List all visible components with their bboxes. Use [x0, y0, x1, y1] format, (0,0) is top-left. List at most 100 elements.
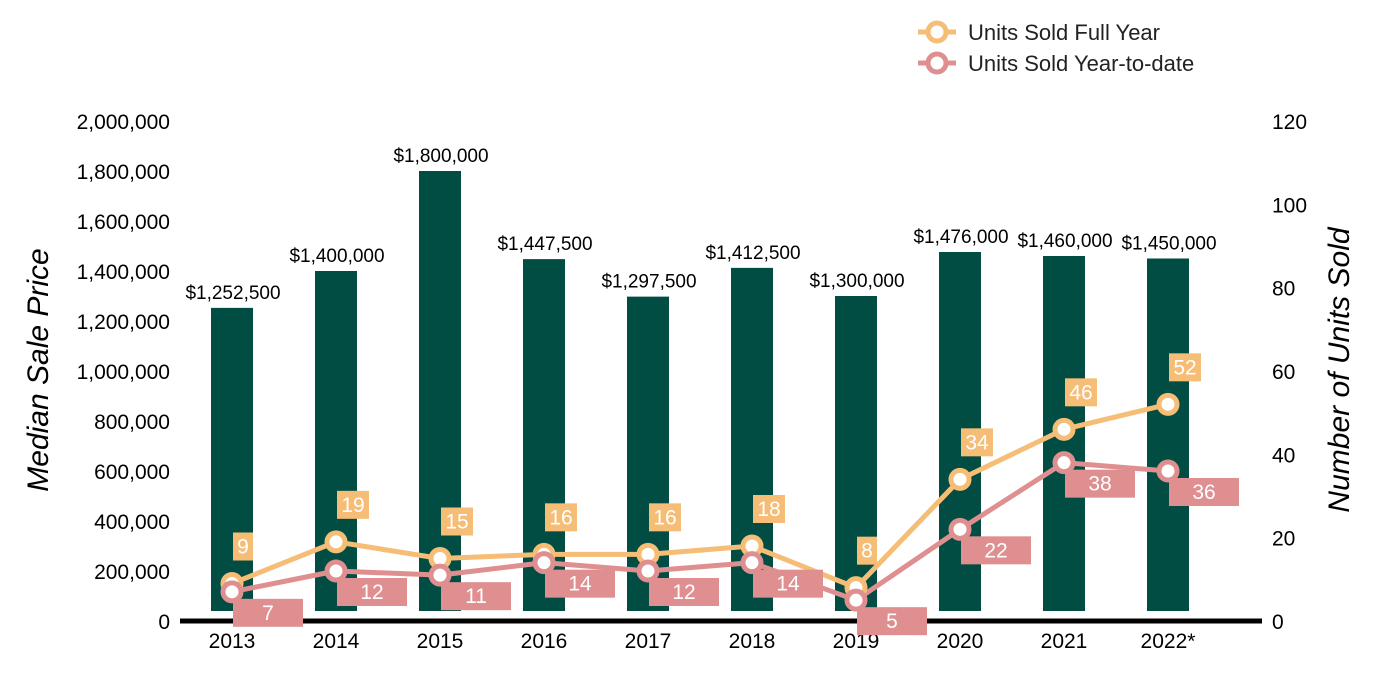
full-year-label-box — [753, 495, 785, 523]
x-tick-label: 2017 — [625, 630, 672, 653]
y2-tick-label: 80 — [1272, 278, 1295, 301]
legend: Units Sold Full Year Units Sold Year-to-… — [918, 20, 1194, 76]
right-axis-ticks: 0 20 40 60 80 100 120 — [1272, 111, 1307, 634]
y-tick-label: 1,800,000 — [77, 161, 170, 184]
full-year-point — [948, 467, 972, 491]
ytd-label-box — [1065, 469, 1135, 498]
ytd-point — [1156, 459, 1180, 483]
full-year-value-label: 34 — [965, 431, 989, 454]
x-tick-label: 2022* — [1141, 630, 1196, 653]
full-year-value-label: 8 — [861, 540, 873, 563]
x-tick-label: 2019 — [833, 630, 880, 653]
unit-point-labels: 9 19 15 16 16 18 8 34 46 52 7 12 11 14 12 14 5 22 38 36 — [233, 353, 1239, 636]
x-axis-ticks: 2013 2014 2015 2016 2017 2018 2019 2020 2021 2022… — [209, 630, 1196, 653]
price-bar — [419, 171, 461, 611]
price-bar-label: $1,252,500 — [185, 283, 280, 304]
ytd-point — [428, 563, 452, 587]
full-year-label-box — [1169, 353, 1201, 382]
ytd-label-box — [857, 607, 927, 636]
legend-item-full-year: Units Sold Full Year — [918, 20, 1160, 45]
ytd-value-label: 36 — [1192, 481, 1215, 504]
full-year-value-label: 46 — [1069, 381, 1092, 404]
full-year-value-label: 52 — [1173, 356, 1196, 379]
ytd-value-label: 7 — [262, 602, 274, 625]
price-bar-label: $1,400,000 — [289, 246, 384, 267]
ytd-point — [740, 551, 764, 575]
ytd-value-label: 11 — [465, 585, 487, 608]
y-tick-label: 1,200,000 — [77, 311, 170, 334]
y2-axis-title: Number of Units Sold — [1323, 226, 1356, 512]
full-year-value-label: 19 — [341, 494, 364, 517]
full-year-value-label: 16 — [549, 506, 572, 529]
y-tick-label: 1,400,000 — [77, 261, 170, 284]
y-tick-label: 1,600,000 — [77, 211, 170, 234]
unit-points — [220, 392, 1180, 612]
ytd-label-box — [233, 598, 303, 627]
ytd-label-box — [545, 569, 615, 598]
price-bar-label: $1,300,000 — [809, 271, 904, 292]
full-year-line — [231, 401, 1169, 591]
full-year-point — [1156, 392, 1180, 416]
x-tick-label: 2013 — [209, 630, 256, 653]
ytd-point — [948, 517, 972, 541]
y-axis-title: Median Sale Price — [22, 248, 55, 491]
x-tick-label: 2016 — [521, 630, 568, 653]
legend-label-ytd: Units Sold Year-to-date — [968, 51, 1194, 76]
price-bar-label: $1,447,500 — [497, 234, 592, 255]
y2-tick-label: 20 — [1272, 528, 1295, 551]
price-bar — [1147, 258, 1189, 611]
ytd-line — [231, 460, 1169, 603]
price-bar-label: $1,460,000 — [1017, 231, 1112, 252]
unit-lines — [231, 401, 1169, 603]
full-year-label-box — [961, 428, 993, 457]
ytd-label-box — [649, 578, 719, 606]
full-year-label-box — [337, 490, 369, 519]
full-year-value-label: 15 — [445, 511, 468, 534]
legend-item-ytd: Units Sold Year-to-date — [918, 51, 1194, 76]
ytd-point — [324, 559, 348, 583]
full-year-label-box — [233, 532, 253, 561]
y-tick-label: 2,000,000 — [77, 111, 170, 134]
x-tick-label: 2014 — [313, 630, 360, 653]
x-tick-label: 2021 — [1041, 630, 1088, 653]
full-year-label-box — [1065, 378, 1097, 407]
ytd-label-box — [961, 536, 1031, 565]
full-year-point — [1052, 417, 1076, 441]
y-tick-label: 600,000 — [94, 461, 170, 484]
ytd-point — [636, 559, 660, 583]
ytd-label-box — [337, 578, 407, 606]
x-tick-label: 2020 — [937, 630, 984, 653]
ytd-point — [532, 551, 556, 575]
y-tick-label: 800,000 — [94, 411, 170, 434]
y-tick-label: 0 — [158, 611, 170, 634]
x-tick-label: 2018 — [729, 630, 776, 653]
x-tick-label: 2015 — [417, 630, 464, 653]
ytd-label-box — [753, 569, 823, 598]
ytd-value-label: 14 — [776, 573, 800, 596]
y2-tick-label: 40 — [1272, 444, 1295, 467]
price-bar-label: $1,800,000 — [393, 146, 488, 167]
price-bar-labels: $1,252,500 $1,400,000 $1,800,000 $1,447,500… — [185, 146, 1216, 304]
price-bar — [315, 271, 357, 611]
ytd-point — [220, 580, 244, 604]
ytd-value-label: 12 — [672, 581, 695, 604]
ytd-point — [844, 588, 868, 612]
full-year-label-box — [441, 507, 473, 536]
price-bar-label: $1,450,000 — [1121, 234, 1216, 255]
y2-tick-label: 100 — [1272, 194, 1307, 217]
full-year-value-label: 18 — [757, 498, 780, 521]
y2-tick-label: 60 — [1272, 361, 1295, 384]
y2-tick-label: 120 — [1272, 111, 1307, 134]
ytd-value-label: 22 — [984, 539, 1007, 562]
price-bar-label: $1,476,000 — [913, 227, 1008, 248]
full-year-label-box — [649, 503, 681, 532]
ytd-point — [1052, 451, 1076, 475]
y-tick-label: 400,000 — [94, 511, 170, 534]
legend-label-full-year: Units Sold Full Year — [968, 20, 1160, 45]
left-axis-ticks: 0 200,000 400,000 600,000 800,000 1,000,000 1,… — [77, 111, 170, 634]
full-year-value-label: 16 — [653, 506, 676, 529]
ytd-value-label: 12 — [360, 581, 383, 604]
full-year-value-label: 9 — [237, 536, 249, 559]
price-bar — [211, 307, 253, 611]
ytd-value-label: 38 — [1088, 473, 1111, 496]
